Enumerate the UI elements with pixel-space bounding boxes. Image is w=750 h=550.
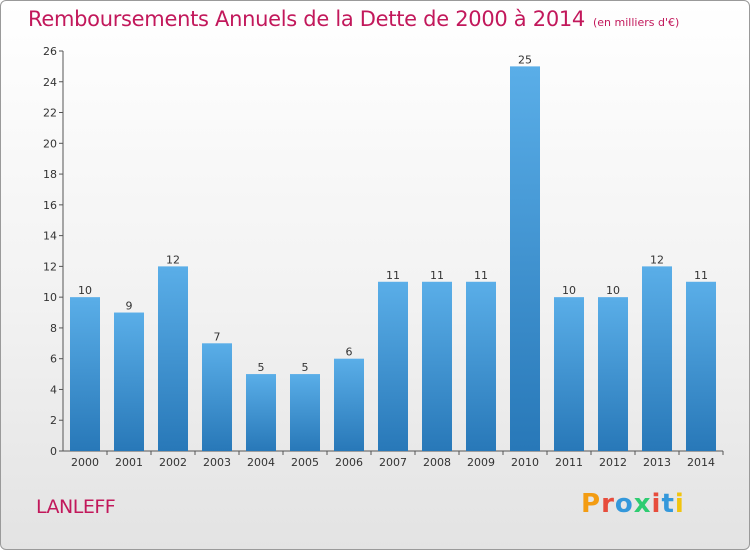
commune-name: LANLEFF (36, 496, 116, 518)
x-tick-label: 2006 (335, 456, 363, 469)
x-tick-label: 2004 (247, 456, 275, 469)
logo-letter: x (633, 489, 652, 519)
bar (334, 358, 364, 451)
y-tick-label: 8 (50, 322, 57, 335)
logo-letter: o (614, 489, 634, 519)
bar (422, 281, 452, 451)
bar-value-label: 11 (694, 269, 708, 282)
bar-value-label: 11 (474, 269, 488, 282)
bar (598, 297, 628, 451)
bar (70, 297, 100, 451)
bar-value-label: 11 (430, 269, 444, 282)
x-tick-label: 2010 (511, 456, 539, 469)
bar (290, 374, 320, 451)
unit-note: (en milliers d'€) (593, 16, 680, 29)
x-tick-label: 2003 (203, 456, 231, 469)
y-tick-label: 16 (43, 199, 57, 212)
x-tick-label: 2007 (379, 456, 407, 469)
bar (246, 374, 276, 451)
x-tick-label: 2005 (291, 456, 319, 469)
y-tick-label: 18 (43, 168, 57, 181)
bar (510, 66, 540, 451)
x-tick-label: 2014 (687, 456, 715, 469)
bar (554, 297, 584, 451)
logo-letter: r (601, 489, 615, 519)
bar-value-label: 5 (258, 361, 265, 374)
x-tick-label: 2002 (159, 456, 187, 469)
x-tick-label: 2001 (115, 456, 143, 469)
y-tick-label: 26 (43, 45, 57, 58)
bar-value-label: 12 (650, 253, 664, 266)
y-tick-label: 20 (43, 137, 57, 150)
logo-letter: P (581, 489, 602, 519)
bar-value-label: 10 (606, 284, 620, 297)
x-tick-label: 2008 (423, 456, 451, 469)
x-tick-label: 2009 (467, 456, 495, 469)
y-tick-label: 6 (50, 353, 57, 366)
bar (378, 281, 408, 451)
bar-value-label: 10 (78, 284, 92, 297)
proxiti-logo: Proxiti (581, 489, 685, 519)
bar-value-label: 9 (126, 300, 133, 313)
y-tick-label: 12 (43, 260, 57, 273)
x-tick-label: 2013 (643, 456, 671, 469)
y-tick-label: 2 (50, 414, 57, 427)
bar-value-label: 10 (562, 284, 576, 297)
bar (114, 312, 144, 451)
bar-value-label: 25 (518, 53, 532, 66)
bar (202, 343, 232, 451)
bar (686, 281, 716, 451)
bar-value-label: 6 (346, 346, 353, 359)
bar-value-label: 7 (214, 330, 221, 343)
bars: 10 9 12 7 5 5 6 11 11 11 25 10 10 12 11 (70, 53, 716, 451)
bar (466, 281, 496, 451)
bar-value-label: 5 (302, 361, 309, 374)
y-tick-label: 0 (50, 445, 57, 458)
x-tick-label: 2011 (555, 456, 583, 469)
bar (642, 266, 672, 451)
chart-title: Remboursements Annuels de la Dette de 20… (28, 7, 679, 31)
title-text: Remboursements Annuels de la Dette de 20… (28, 7, 585, 31)
y-tick-label: 24 (43, 76, 57, 89)
logo-letter: t (661, 489, 675, 519)
logo-letter: i (674, 489, 685, 519)
x-tick-label: 2012 (599, 456, 627, 469)
y-tick-label: 10 (43, 291, 57, 304)
y-tick-label: 14 (43, 230, 57, 243)
bar-value-label: 11 (386, 269, 400, 282)
y-tick-label: 4 (50, 383, 57, 396)
y-tick-label: 22 (43, 107, 57, 120)
bar-value-label: 12 (166, 253, 180, 266)
logo-letter: i (651, 489, 662, 519)
x-tick-label: 2000 (71, 456, 99, 469)
bar (158, 266, 188, 451)
